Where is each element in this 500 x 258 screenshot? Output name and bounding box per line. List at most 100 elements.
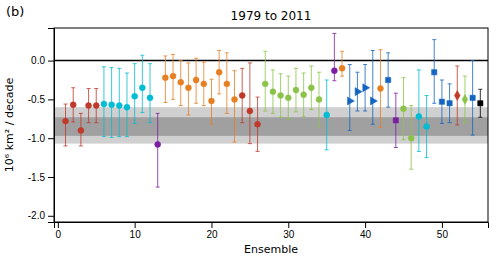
error-bar [71,88,75,122]
point [293,87,299,93]
annotation: (b) [6,4,24,19]
error-bar [171,54,175,99]
error-bar [156,113,160,187]
error-bar [271,70,275,113]
error-bar [94,89,98,123]
point [155,141,161,147]
tick-mark [48,138,54,139]
point [201,81,207,87]
tick: -1.5 [28,172,54,183]
error-bar [332,33,336,80]
tick: 20 [206,222,218,240]
point [416,113,422,119]
axis-line [55,223,489,229]
tick: 10 [130,222,142,240]
tick: -2.0 [28,210,54,221]
error-bar [117,68,121,136]
tick-label: -1.0 [28,133,46,144]
point [70,102,76,108]
error-bar [133,64,137,124]
point [216,69,222,75]
error-bar [186,63,190,115]
point [331,68,337,74]
x-axis: 01020304050 [55,222,489,240]
point [224,81,230,87]
tick-label: 20 [206,229,218,240]
tick-label: 10 [130,229,142,240]
point [147,95,153,101]
tick-label: -0.5 [28,94,46,105]
error-bar [140,55,144,112]
tick-mark [211,222,212,228]
error-bar [217,51,221,94]
tick-mark [135,222,136,228]
error-bar [125,73,129,137]
error-bar [394,93,398,147]
tick: 0 [56,222,62,240]
point [193,77,199,83]
point [385,77,390,82]
error-bar [279,74,283,117]
y-axis: -2.0 -1.5 -1.0 -0.5 0.0 [28,29,55,223]
error-bar [409,106,413,170]
chart: 01020304050-2.0-1.5-1.0-0.50.01979 to 20… [0,0,500,258]
error-bar [378,50,382,128]
error-bar [294,68,298,111]
point [470,95,475,100]
error-bar [263,51,267,111]
point [170,73,176,79]
tick: -0.5 [28,94,54,105]
error-bar [163,56,167,103]
error-bar [448,84,452,123]
point [324,112,330,118]
point [308,85,314,91]
error-bar [225,53,229,114]
tick-mark [48,61,54,62]
error-bar [194,58,198,103]
point [132,93,138,99]
error-bar [202,62,206,105]
tick-mark [442,222,443,228]
point [454,91,460,101]
point [93,103,99,109]
point [462,94,468,104]
point [262,81,268,87]
tick-label: 30 [283,229,295,240]
tick: 30 [283,222,295,240]
error-bar [233,71,237,142]
error-bar [302,73,306,116]
error-bar [402,78,406,140]
tick: 0.0 [31,55,54,66]
error-bar [64,104,68,146]
point [109,102,115,108]
tick-label: -1.5 [28,172,46,183]
point [316,96,322,102]
point [86,103,92,109]
tick-mark [48,99,54,100]
tick-mark [48,216,54,217]
point [424,124,430,130]
error-bar [148,64,152,123]
error-bar [463,76,467,123]
error-bar [371,51,375,125]
point [301,92,307,98]
point [63,118,69,124]
point [347,97,354,105]
point [447,101,452,106]
error-bar [79,113,83,146]
error-bar [209,79,213,124]
error-bar [102,67,106,137]
point [355,88,362,96]
point [370,97,377,105]
point [232,96,238,102]
error-bar [110,68,114,138]
point [178,79,184,85]
point [377,86,383,92]
tick: 50 [437,222,449,240]
error-bar [248,63,252,144]
point [285,95,291,101]
point [185,85,191,91]
point [439,99,444,104]
point [339,65,345,71]
error-bar [386,53,390,107]
